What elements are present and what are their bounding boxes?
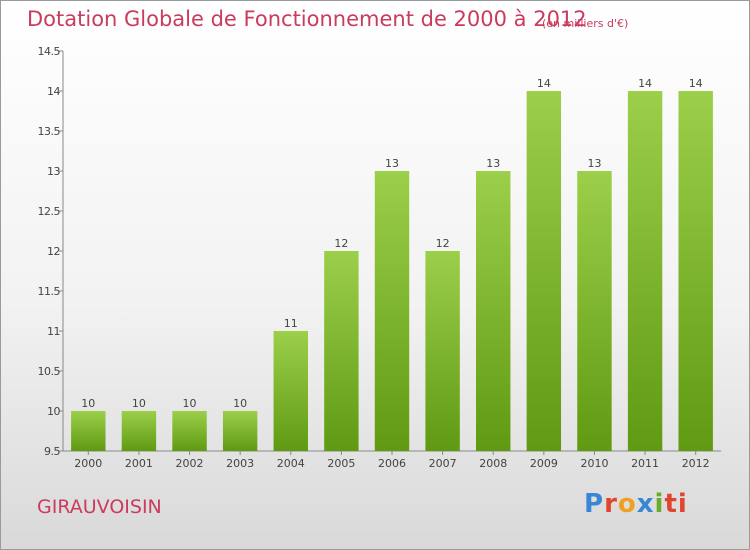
x-tick-label: 2003 xyxy=(226,457,254,470)
bar xyxy=(172,411,207,451)
data-label: 14 xyxy=(638,77,652,90)
x-tick-label: 2012 xyxy=(682,457,710,470)
y-tick-label: 10.5 xyxy=(38,365,61,378)
data-label: 14 xyxy=(537,77,551,90)
x-tick-label: 2011 xyxy=(631,457,659,470)
data-label: 10 xyxy=(183,397,197,410)
bar xyxy=(121,411,157,451)
logo-letter: P xyxy=(584,489,605,519)
logo-letter: o xyxy=(617,489,637,519)
y-tick-label: 14.5 xyxy=(38,45,61,58)
x-tick-label: 2010 xyxy=(580,457,608,470)
bar-chart: 9.5 10 10.5 11 11.5 12 12.5 13 13.5 14 14.5 10 2000… xyxy=(38,45,721,470)
logo-letter: x xyxy=(636,489,655,519)
bar xyxy=(476,171,511,451)
data-label: 10 xyxy=(81,397,95,410)
bar xyxy=(324,251,359,451)
y-tick-label: 13.5 xyxy=(38,125,61,138)
x-tick-label: 2009 xyxy=(530,457,558,470)
data-label: 13 xyxy=(385,157,399,170)
data-label: 10 xyxy=(132,397,146,410)
bar xyxy=(627,91,663,451)
bar xyxy=(273,331,308,451)
x-tick-label: 2008 xyxy=(479,457,507,470)
y-tick-label: 10 xyxy=(47,405,60,418)
bar xyxy=(425,251,460,451)
data-label: 10 xyxy=(233,397,247,410)
commune-name: GIRAUVOISIN xyxy=(37,496,162,518)
bar xyxy=(526,91,562,451)
bar xyxy=(678,91,713,451)
data-label: 12 xyxy=(436,237,450,250)
bar xyxy=(222,411,258,451)
x-tick-label: 2005 xyxy=(327,457,355,470)
data-label: 13 xyxy=(486,157,500,170)
y-tick-label: 11.5 xyxy=(38,285,61,298)
logo-letter: ti xyxy=(664,489,688,519)
x-tick-label: 2007 xyxy=(429,457,457,470)
bar xyxy=(374,171,410,451)
x-tick-label: 2000 xyxy=(74,457,102,470)
data-label: 11 xyxy=(284,317,298,330)
bar xyxy=(577,171,612,451)
logo-letter: r xyxy=(604,489,618,519)
chart-labels: 10 2000 10 2001 10 2002 10 2003 11 2004 12 2005 13 20… xyxy=(74,77,709,470)
y-tick-label: 14 xyxy=(47,85,60,98)
proxiti-logo: Proxiti xyxy=(584,489,688,519)
data-label: 13 xyxy=(587,157,601,170)
bar xyxy=(71,411,106,451)
x-tick-label: 2002 xyxy=(176,457,204,470)
data-label: 14 xyxy=(689,77,703,90)
chart-title: Dotation Globale de Fonctionnement de 20… xyxy=(27,7,587,31)
data-label: 12 xyxy=(334,237,348,250)
y-tick-label: 12 xyxy=(47,245,60,258)
y-tick-label: 11 xyxy=(47,325,60,338)
chart-axes: 9.5 10 10.5 11 11.5 12 12.5 13 13.5 14 14.5 xyxy=(38,45,721,458)
x-tick-label: 2004 xyxy=(277,457,305,470)
y-tick-label: 9.5 xyxy=(44,445,60,458)
x-tick-label: 2001 xyxy=(125,457,153,470)
chart-bars xyxy=(71,91,713,451)
logo-letter: i xyxy=(654,489,665,519)
y-tick-label: 13 xyxy=(47,165,60,178)
x-tick-label: 2006 xyxy=(378,457,406,470)
chart-subtitle: (en milliers d'€) xyxy=(542,17,629,30)
y-tick-label: 12.5 xyxy=(38,205,61,218)
